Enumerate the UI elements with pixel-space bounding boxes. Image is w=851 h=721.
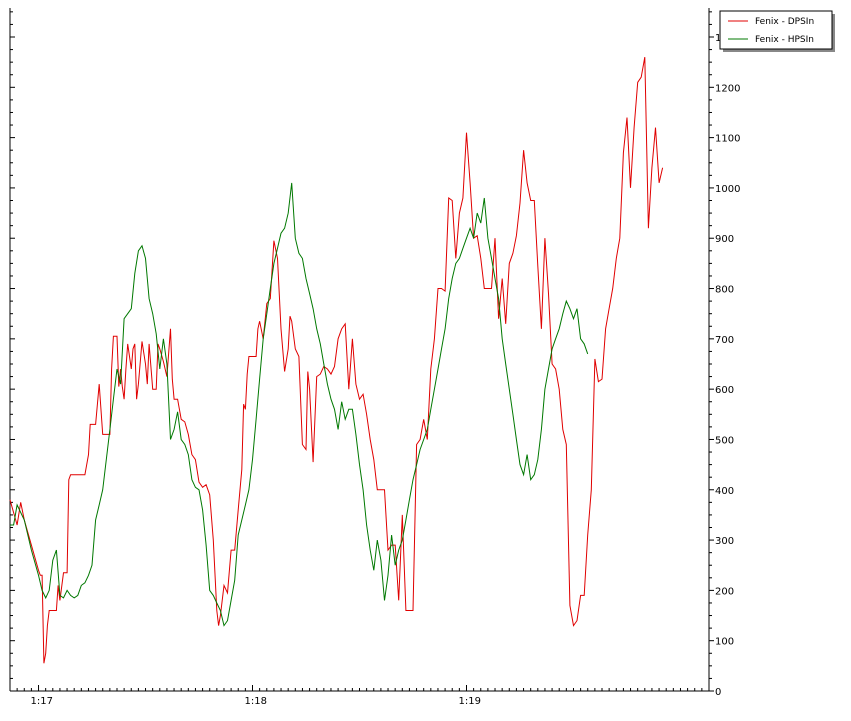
y-tick-label: 200 <box>715 586 734 597</box>
x-tick-label: 1:19 <box>458 696 480 707</box>
x-tick-label: 1:17 <box>31 696 53 707</box>
y-tick-label: 900 <box>715 234 734 245</box>
legend-box <box>719 10 833 50</box>
y-tick-label: 1200 <box>715 83 740 94</box>
series-line-hpsin <box>10 182 589 627</box>
axes: 0 100 200 300 400 500 600 700 800 900 1000 1100 1200… <box>9 8 740 707</box>
y-tick-label: 400 <box>715 486 734 497</box>
y-tick-label: 500 <box>715 435 734 446</box>
y-tick-label: 100 <box>715 637 734 648</box>
series-line-dpsin <box>9 57 664 664</box>
y-tick-label: 700 <box>715 335 734 346</box>
y-tick-label: 300 <box>715 536 734 547</box>
y-tick-label: 600 <box>715 385 734 396</box>
legend-label: Fenix - HPSIn <box>755 35 814 45</box>
legend: Fenix - DPSIn Fenix - HPSIn <box>719 10 835 52</box>
y-tick-label: 1100 <box>715 134 740 145</box>
y-tick-label: 1000 <box>715 184 740 195</box>
y-tick-label: 0 <box>715 687 721 698</box>
y-tick-label: 800 <box>715 285 734 296</box>
series-layer <box>9 57 664 664</box>
x-tick-label: 1:18 <box>245 696 267 707</box>
legend-label: Fenix - DPSIn <box>755 17 814 27</box>
